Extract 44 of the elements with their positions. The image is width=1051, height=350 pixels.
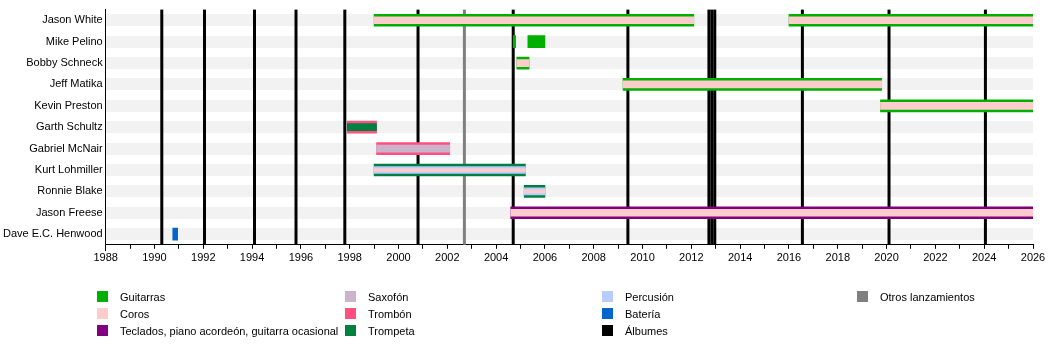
legend-label: Percusión — [625, 290, 674, 303]
bar — [172, 227, 178, 241]
y-tick-label: Kurt Lohmiller — [34, 162, 103, 175]
x-tick-label: 2024 — [971, 251, 997, 264]
x-tick-label: 1996 — [288, 251, 314, 264]
legend-label: Coros — [120, 307, 150, 320]
y-tick-label: Jeff Matika — [49, 77, 104, 90]
x-tick-label: 2012 — [679, 251, 704, 264]
x-tick-label: 2008 — [581, 251, 606, 264]
y-tick-label: Jason Freese — [36, 205, 103, 218]
bar — [527, 35, 546, 48]
y-tick-label: Jason White — [42, 13, 103, 26]
legend-label: Saxofón — [368, 290, 409, 303]
x-tick-label: 2020 — [874, 251, 899, 264]
x-tick-label: 2002 — [435, 251, 460, 264]
legend-label: Batería — [625, 307, 661, 320]
x-tick-label: 2016 — [776, 251, 802, 264]
legend-label: Otros lanzamientos — [880, 290, 975, 303]
x-tick-label: 2022 — [923, 251, 948, 264]
x-tick-label: 1990 — [142, 251, 167, 264]
x-tick-label: 2006 — [532, 251, 558, 264]
y-tick-label: Gabriel McNair — [29, 141, 103, 154]
x-tick-label: 1994 — [239, 251, 265, 264]
x-tick-label: 2026 — [1020, 251, 1046, 264]
legend-label: Teclados, piano acordeón, guitarra ocasional — [120, 324, 339, 337]
y-tick-label: Dave E.C. Henwood — [2, 227, 103, 240]
x-tick-label: 2004 — [483, 251, 509, 264]
x-tick-label: 2000 — [386, 251, 411, 264]
y-tick-label: Mike Pelino — [45, 34, 103, 47]
x-tick-label: 2014 — [727, 251, 753, 264]
y-tick-label: Garth Schultz — [36, 120, 103, 133]
x-tick-label: 1992 — [191, 251, 216, 264]
y-tick-label: Bobby Schneck — [26, 56, 104, 69]
x-tick-label: 1998 — [337, 251, 362, 264]
legend-label: Trombón — [368, 307, 412, 320]
x-tick-label: 1988 — [93, 251, 118, 264]
bar — [512, 35, 516, 48]
legend-label: Guitarras — [120, 290, 166, 303]
x-tick-label: 2010 — [630, 251, 655, 264]
x-tick-label: 2018 — [825, 251, 851, 264]
y-tick-label: Kevin Preston — [34, 98, 103, 111]
y-tick-label: Ronnie Blake — [37, 184, 103, 197]
legend-label: Álbumes — [625, 324, 668, 337]
legend-label: Trompeta — [368, 324, 415, 337]
